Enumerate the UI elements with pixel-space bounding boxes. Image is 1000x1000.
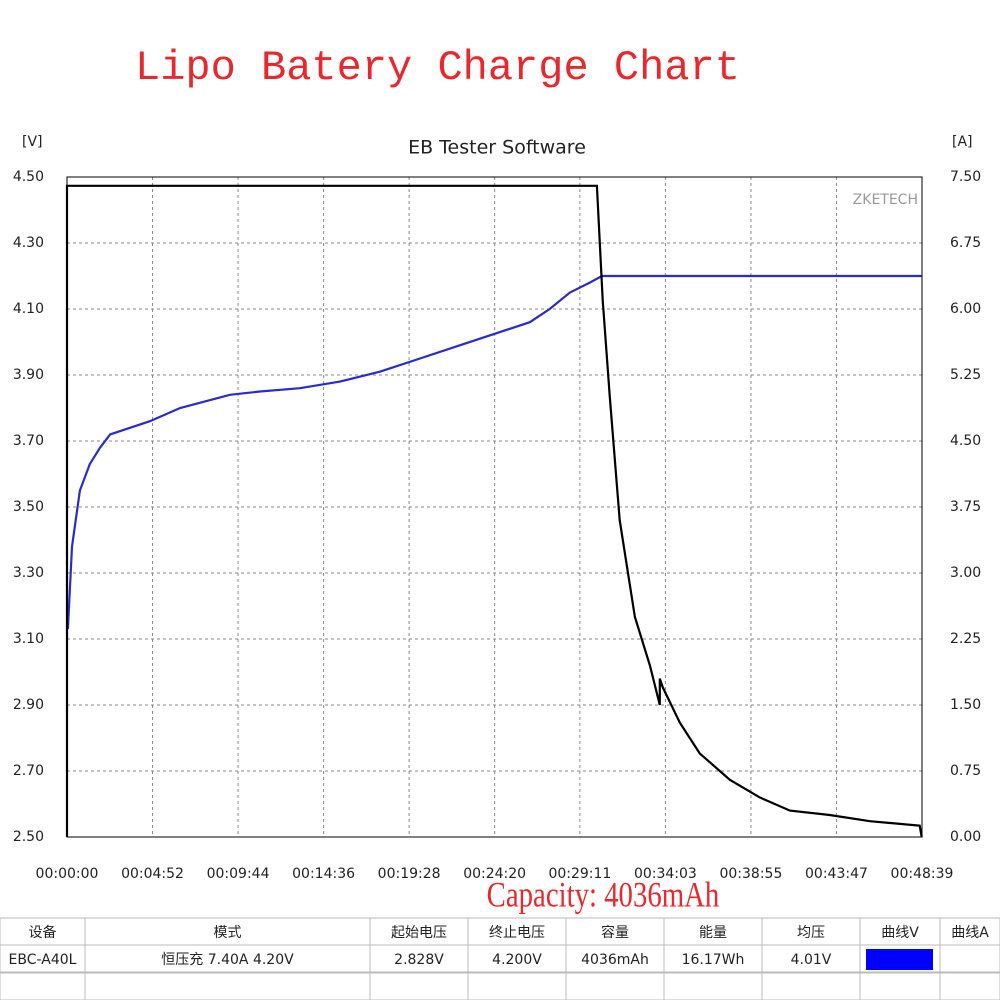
table-header: 起始电压 bbox=[391, 925, 447, 941]
table-cell-text: 2.828V bbox=[394, 952, 444, 968]
y-tick-label: 3.90 bbox=[13, 367, 44, 383]
y-tick-label: 3.30 bbox=[13, 565, 44, 581]
table-header: 能量 bbox=[699, 925, 727, 941]
chart-title: EB Tester Software bbox=[408, 137, 586, 159]
y-tick-label: 3.10 bbox=[13, 631, 44, 647]
y-tick-label: 3.50 bbox=[13, 499, 44, 515]
table-bg bbox=[0, 918, 1000, 1000]
table-cell-text: 4.01V bbox=[791, 952, 832, 968]
y2-tick-label: 3.00 bbox=[950, 565, 981, 581]
table-cell-text: 4036mAh bbox=[581, 952, 649, 968]
x-tick-label: 00:38:55 bbox=[719, 866, 782, 882]
y2-tick-label: 0.75 bbox=[950, 763, 981, 779]
table-cell-text: 恒压充 7.40A 4.20V bbox=[161, 952, 294, 968]
y2-tick-label: 2.25 bbox=[950, 631, 981, 647]
y2-tick-label: 7.50 bbox=[950, 169, 981, 185]
x-tick-label: 00:19:28 bbox=[378, 866, 441, 882]
y2-tick-label: 6.00 bbox=[950, 301, 981, 317]
y-tick-label: 3.70 bbox=[13, 433, 44, 449]
table-header: 终止电压 bbox=[489, 925, 545, 941]
y-tick-label: 4.10 bbox=[13, 301, 44, 317]
y2-tick-label: 3.75 bbox=[950, 499, 981, 515]
x-tick-label: 00:34:03 bbox=[634, 866, 697, 882]
series-line bbox=[66, 274, 922, 630]
y-tick-label: 4.30 bbox=[13, 235, 44, 251]
y-tick-label: 2.50 bbox=[13, 829, 44, 845]
x-tick-label: 00:43:47 bbox=[805, 866, 868, 882]
table-header: 曲线V bbox=[881, 925, 919, 941]
y-tick-label: 2.70 bbox=[13, 763, 44, 779]
table-cell-text: EBC-A40L bbox=[9, 952, 77, 968]
table-cell-text: 4.200V bbox=[492, 952, 542, 968]
table: 设备 模式 起始电压 终止电压 容量 能量 均压 曲线V 曲线A EBC-A40L 恒压充 7.40… bbox=[0, 917, 1000, 1000]
table-header: 均压 bbox=[797, 925, 825, 941]
x-tick-label: 00:04:52 bbox=[121, 866, 184, 882]
y-axis-label: [V] bbox=[22, 134, 43, 150]
table-cell-text: 16.17Wh bbox=[682, 952, 745, 968]
x-tick-label: 00:09:44 bbox=[207, 866, 270, 882]
y-tick-label: 2.90 bbox=[13, 697, 44, 713]
y2-tick-label: 1.50 bbox=[950, 697, 981, 713]
curve-swatch bbox=[866, 949, 933, 970]
y2-tick-label: 5.25 bbox=[950, 367, 981, 383]
table-header: 曲线A bbox=[951, 925, 989, 941]
annotation: Capacity: 4036mAh bbox=[487, 875, 720, 915]
table-header: 设备 bbox=[29, 924, 57, 941]
y2-tick-label: 4.50 bbox=[950, 433, 981, 449]
x-tick-label: 00:14:36 bbox=[292, 866, 355, 882]
table-header: 模式 bbox=[214, 925, 242, 941]
table-cell bbox=[939, 972, 1000, 1000]
y-tick-label: 4.50 bbox=[13, 169, 44, 185]
x-tick-label: 00:48:39 bbox=[891, 866, 954, 882]
watermark: ZKETECH bbox=[853, 192, 918, 208]
heading: Lipo Batery Charge Chart bbox=[135, 44, 740, 92]
y2-axis-label: [A] bbox=[952, 134, 973, 150]
y2-tick-label: 6.75 bbox=[950, 235, 981, 251]
series-line bbox=[65, 184, 923, 838]
y2-tick-label: 0.00 bbox=[950, 829, 981, 845]
x-tick-label: 00:29:11 bbox=[548, 866, 611, 882]
x-tick-label: 00:00:00 bbox=[36, 866, 99, 882]
table-cell bbox=[939, 944, 1000, 973]
table-header: 容量 bbox=[601, 924, 629, 941]
x-tick-label: 00:24:20 bbox=[463, 866, 526, 882]
